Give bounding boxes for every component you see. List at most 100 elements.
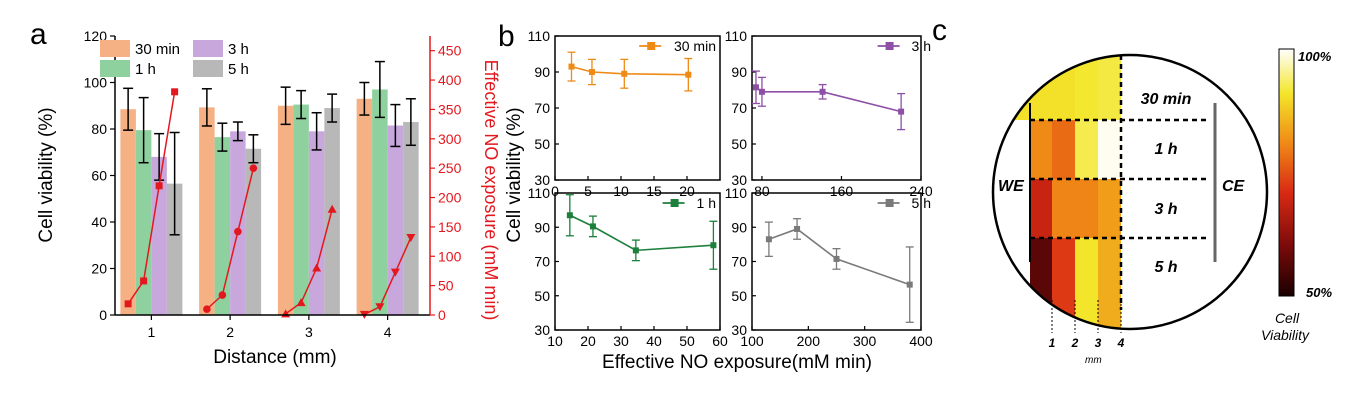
- colorbar-max-label: 100%: [1298, 49, 1332, 64]
- we-label: WE: [998, 178, 1025, 195]
- x-tick-label: 80: [754, 183, 770, 199]
- y-tick-label: 60: [91, 168, 107, 184]
- x-tick-label: 20: [679, 183, 695, 199]
- no-marker-triangle-down: [375, 303, 385, 312]
- no-exposure-line: [127, 91, 176, 305]
- heatmap-cell: [1052, 55, 1075, 120]
- y-tick-label: 50: [731, 136, 747, 152]
- x-tick-label: 200: [797, 333, 821, 349]
- x-tick-label: 60: [712, 333, 728, 349]
- row-label: 1 h: [1154, 141, 1177, 158]
- legend-label: 30 min: [135, 41, 180, 58]
- series-line: [569, 214, 714, 252]
- subplot-frame: [751, 35, 922, 181]
- legend-label: 5 h: [228, 61, 249, 78]
- data-point: [588, 69, 595, 75]
- row-label: 3 h: [1154, 201, 1177, 218]
- heatmap-cell: [1052, 238, 1075, 329]
- y-tick-label: 100: [84, 75, 108, 91]
- y2-tick-label: 250: [438, 160, 462, 176]
- no-exposure-line: [364, 237, 412, 316]
- legend-marker: [885, 199, 894, 207]
- heatmap-cell: [1098, 55, 1121, 120]
- heatmap-cell: [1030, 179, 1052, 238]
- data-point: [589, 223, 596, 230]
- row-label: 30 min: [1141, 91, 1192, 108]
- data-point: [752, 84, 759, 91]
- panel-b-ylabel: Cell viability (%): [504, 107, 525, 242]
- panel-b-chart: Cell viability (%) Effective NO exposure…: [504, 28, 933, 373]
- heatmap-cell: [1030, 238, 1052, 329]
- dish-outline: [991, 53, 1269, 331]
- y-tick-label: 0: [99, 307, 107, 323]
- colorbar: [1278, 48, 1295, 297]
- y-tick-label: 110: [528, 28, 551, 44]
- x-tick-label: 300: [853, 333, 877, 349]
- legend-marker: [670, 199, 679, 207]
- data-point: [898, 108, 905, 115]
- y2-tick-label: 200: [438, 190, 462, 206]
- no-marker-circle: [203, 305, 211, 313]
- bar: [403, 122, 419, 316]
- x-tick-label: 1: [147, 324, 155, 340]
- data-point: [833, 255, 840, 262]
- heatmap-cell: [1075, 238, 1098, 329]
- legend-marker: [647, 42, 656, 50]
- colorbar-min-label: 50%: [1306, 285, 1332, 300]
- bar: [277, 105, 294, 315]
- legend-label: 30 min: [674, 38, 716, 54]
- data-point: [621, 70, 628, 77]
- heatmap-cell: [1098, 238, 1121, 329]
- colorbar-title-line2: Viability: [1261, 327, 1310, 343]
- no-marker-triangle-up: [327, 204, 337, 213]
- bar: [120, 109, 136, 315]
- bar: [135, 130, 152, 315]
- data-point: [568, 63, 575, 70]
- no-marker-circle: [249, 164, 258, 172]
- heatmap-cell: [1098, 179, 1121, 238]
- y2-tick-label: 400: [438, 72, 462, 88]
- y-tick-label: 90: [534, 219, 550, 235]
- panel-a-y2label: Effective NO exposure (mM min): [481, 60, 501, 321]
- distance-label: 1: [1049, 336, 1056, 350]
- x-tick-label: 30: [613, 333, 629, 349]
- y-tick-label: 70: [731, 254, 747, 270]
- y2-tick-label: 50: [438, 278, 454, 294]
- panel-c-diagram: 1 2 3 4 30 min 1 h 3 h 5 h WE CE mm 100% 50% Ce…: [991, 48, 1332, 366]
- y-tick-label: 90: [731, 64, 747, 80]
- y-tick-label: 50: [534, 288, 550, 304]
- x-tick-label: 15: [646, 183, 662, 199]
- x-tick-label: 160: [830, 183, 854, 199]
- y2-tick-label: 350: [438, 101, 462, 117]
- heatmap-cell: [1052, 120, 1075, 179]
- y-tick-label: 80: [91, 121, 107, 137]
- legend-swatch: [100, 60, 130, 77]
- heatmap-cell: [1075, 179, 1098, 238]
- heatmap-cell: [1075, 120, 1098, 179]
- x-tick-label: 50: [679, 333, 695, 349]
- y-tick-label: 20: [91, 261, 107, 277]
- y2-tick-label: 0: [438, 307, 446, 323]
- y-tick-label: 30: [731, 322, 747, 338]
- bar: [387, 125, 404, 315]
- y-tick-label: 70: [534, 100, 550, 116]
- bar: [166, 183, 183, 315]
- heatmap-dividers: [1029, 55, 1217, 333]
- panel-a-chart: Cell viability (%) Distance (mm) Effecti…: [36, 28, 501, 368]
- legend-label: 3 h: [912, 38, 931, 54]
- y-tick-label: 110: [528, 185, 551, 201]
- y-tick-label: 90: [534, 64, 550, 80]
- y2-tick-label: 150: [438, 219, 462, 235]
- series-line: [755, 86, 902, 113]
- x-tick-label: 2: [226, 324, 234, 340]
- y-tick-label: 30: [731, 172, 747, 188]
- no-marker-triangle-down: [406, 233, 416, 242]
- y2-tick-label: 300: [438, 131, 462, 147]
- legend-swatch: [193, 40, 223, 57]
- x-tick-label: 10: [613, 183, 629, 199]
- x-tick-label: 240: [909, 183, 933, 199]
- x-tick-label: 40: [646, 333, 662, 349]
- bar: [214, 137, 231, 315]
- subplot-frame: [554, 192, 721, 331]
